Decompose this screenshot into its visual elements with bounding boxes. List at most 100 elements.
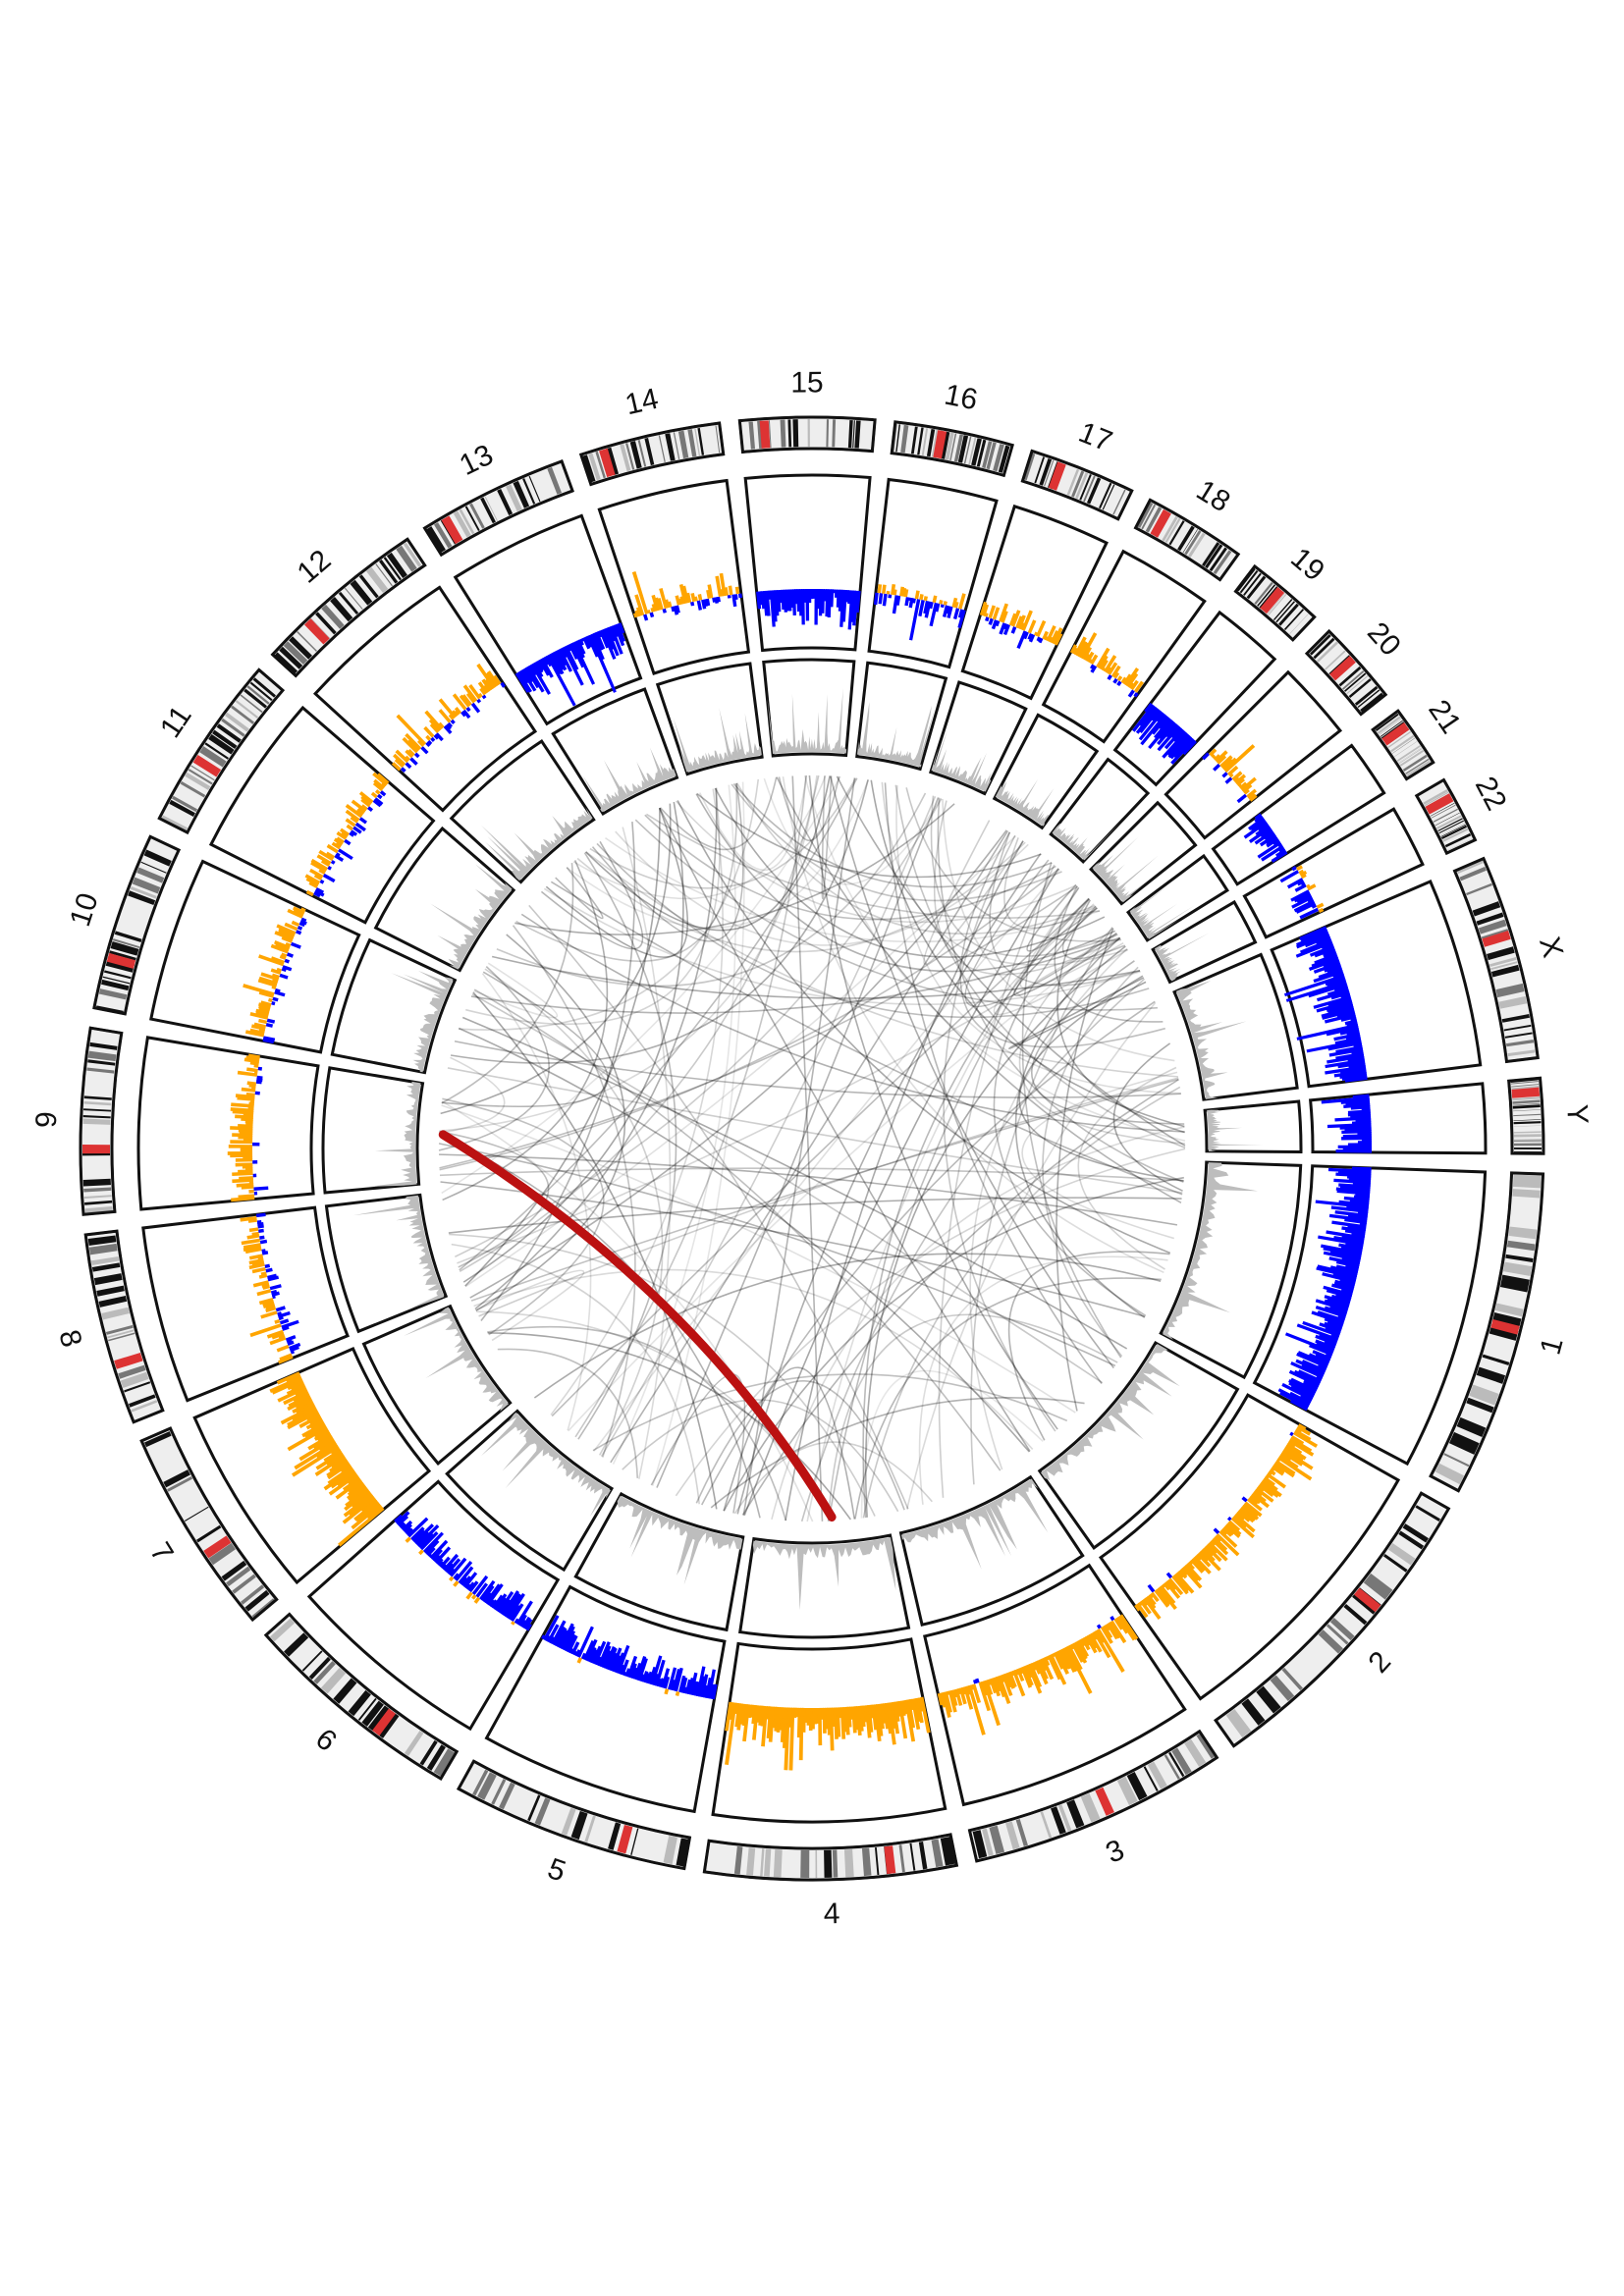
chromosome-label-14: 14 [623, 383, 662, 422]
cnv-gain-bar [239, 1176, 253, 1181]
cytoband [1396, 745, 1421, 762]
cnv-gain-bar [337, 1470, 357, 1487]
cytoband [1387, 1542, 1416, 1566]
cnv-loss-bar [544, 655, 553, 667]
cytoband [1278, 603, 1299, 626]
cnv-loss-bar [1294, 883, 1307, 892]
cnv-sector-chr-7 [192, 1346, 432, 1585]
cnv-loss-bar [277, 1310, 291, 1318]
cnv-loss-bar [1147, 1583, 1156, 1593]
cnv-loss-bar [1330, 990, 1350, 1000]
cytoband [1254, 581, 1273, 606]
cytoband [1466, 1397, 1494, 1414]
cnv-gain-bar [923, 596, 928, 602]
density-area [1052, 822, 1121, 861]
cnv-gain-bar [1256, 1485, 1265, 1493]
cytoband [1257, 584, 1276, 607]
cytoband [321, 604, 345, 629]
chromosome-label-5: 5 [544, 1852, 570, 1889]
cnv-gain-bar [914, 590, 920, 600]
density-sector-chr-9 [321, 1066, 425, 1195]
link [441, 1104, 1076, 1414]
cnv-gain-bar [268, 997, 273, 1003]
cnv-gain-bar [1294, 1429, 1312, 1442]
cnv-gain-bar [320, 859, 331, 867]
cytoband [1005, 1821, 1020, 1850]
cytoband [1184, 1738, 1207, 1767]
cytoband [1489, 957, 1517, 968]
cnv-loss-bar [528, 664, 538, 676]
cnv-loss-bar [1291, 895, 1314, 909]
cnv-gain-bar [485, 671, 498, 688]
cnv-loss-bar [272, 996, 279, 1002]
cytoband [144, 1431, 172, 1448]
cnv-gain-bar [1036, 619, 1047, 638]
cytoband [1275, 601, 1296, 623]
cytoband [874, 1846, 880, 1876]
cnv-loss-bar [1260, 828, 1273, 838]
cytoband [1433, 808, 1458, 823]
cytoband [1328, 655, 1350, 675]
cnv-loss-bar [270, 1289, 278, 1295]
cytoband [172, 795, 198, 813]
cnv-gain-bar [335, 841, 343, 848]
cnv-loss-bar [1283, 974, 1345, 997]
link [471, 993, 1104, 1384]
cnv-loss-bar [508, 1604, 521, 1621]
link [696, 792, 1042, 879]
cnv-gain-bar [1279, 1452, 1292, 1462]
cnv-loss-bar [256, 1219, 262, 1224]
link [585, 851, 1178, 1078]
cytoband [1431, 804, 1456, 819]
cytoband [608, 1822, 622, 1850]
cnv-loss-bar [1264, 831, 1275, 841]
chromosome-label-19: 19 [1284, 542, 1330, 588]
cytoband [252, 677, 276, 698]
cnv-gain-bar [1001, 611, 1008, 623]
centromere-chr-Y [1511, 1087, 1541, 1098]
cnv-gain-bar [1277, 1456, 1313, 1481]
cnv-loss-bar [1266, 837, 1279, 848]
cytoband [1487, 946, 1515, 961]
chromosome-label-3: 3 [1101, 1834, 1128, 1870]
cnv-gain-bar [1183, 1565, 1200, 1582]
cnv-loss-bar [426, 1546, 436, 1557]
cnv-loss-bar [571, 641, 596, 685]
cytoband [1512, 1099, 1541, 1104]
cnv-loss-bar [662, 608, 667, 614]
cnv-gain-bar [742, 1704, 750, 1742]
cytoband [1437, 818, 1463, 832]
cnv-sector-chr-21 [1211, 743, 1386, 886]
cnv-loss-bar [1302, 1320, 1340, 1338]
cnv-loss-bar [403, 1523, 412, 1533]
cnv-gain-bar [1106, 1623, 1119, 1640]
cytoband [108, 1332, 135, 1342]
cytoband [918, 1842, 928, 1870]
cytoband [1259, 586, 1278, 609]
centromere-chr-5 [617, 1825, 633, 1854]
cnv-loss-bar [434, 1546, 452, 1565]
link [791, 775, 824, 1522]
cytoband [98, 1296, 128, 1308]
cytoband [1513, 1150, 1542, 1152]
cytoband [1267, 593, 1285, 614]
cytoband [244, 1589, 270, 1612]
cytoband [1394, 740, 1418, 758]
cytoband [1268, 594, 1287, 615]
cnv-gain-bar [476, 663, 496, 689]
link [1018, 975, 1184, 1182]
cnv-gain-bar [1233, 775, 1240, 783]
density-area [752, 1537, 896, 1611]
cnv-gain-bar [1100, 1626, 1113, 1644]
cytoband [1164, 1754, 1180, 1780]
cytoband [1213, 550, 1232, 575]
cnv-gain-bar [1069, 1643, 1075, 1650]
cnv-loss-bar [1286, 878, 1304, 889]
cnv-gain-bar [348, 1485, 368, 1502]
density-area [352, 1195, 445, 1308]
cnv-gain-bar [1230, 1517, 1255, 1539]
ideogram-outline [139, 1426, 279, 1623]
cytoband [715, 425, 721, 454]
cnv-gain-bar [1208, 1541, 1228, 1562]
